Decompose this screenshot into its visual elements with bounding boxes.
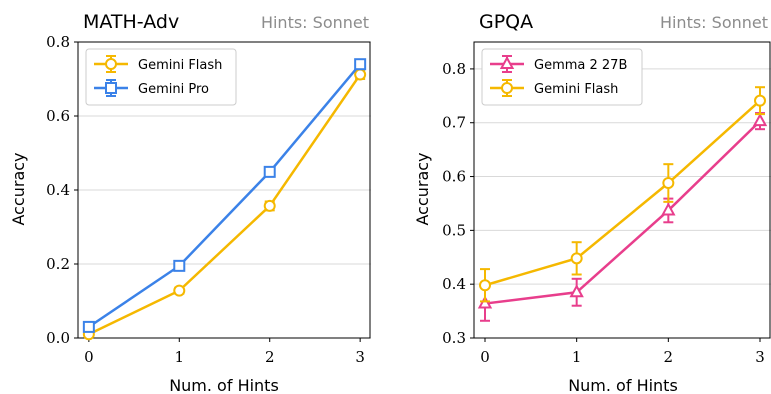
- chart-math-adv: MATH-Adv Hints: Sonnet Num. of Hints Acc…: [9, 11, 371, 394]
- data-point: [354, 58, 367, 71]
- legend-marker: [105, 58, 117, 70]
- legend-marker: [499, 55, 515, 69]
- legend: Gemma 2 27B Gemini Flash: [481, 48, 643, 106]
- y-tick-label: 0.6: [442, 168, 466, 186]
- data-point: [173, 284, 186, 297]
- x-tick-label: 2: [664, 348, 674, 366]
- series-gemini-pro: [82, 58, 367, 333]
- y-tick-label: 0.8: [46, 33, 70, 51]
- y-tick-label: 0.7: [442, 114, 466, 132]
- y-tick-label: 0.4: [442, 275, 466, 293]
- data-point: [82, 320, 95, 333]
- chart-subtitle: Hints: Sonnet: [261, 13, 369, 32]
- x-tick-label: 0: [480, 348, 490, 366]
- legend-label: Gemma 2 27B: [534, 58, 627, 73]
- chart-title: GPQA: [479, 11, 533, 33]
- x-tick-label: 3: [755, 348, 765, 366]
- data-point: [477, 295, 493, 309]
- data-point: [570, 252, 583, 265]
- legend-entry: Gemma 2 27B: [490, 55, 627, 73]
- x-tick-label: 1: [175, 348, 185, 366]
- series-gemini-flash: [479, 86, 766, 303]
- y-tick-label: 0.2: [46, 255, 70, 273]
- chart-gpqa: GPQA Hints: Sonnet Num. of Hints Accurac…: [413, 11, 771, 394]
- series-gemma-2-27b: [477, 112, 768, 322]
- legend-marker: [501, 82, 513, 94]
- data-point: [752, 113, 768, 127]
- x-tick-label: 2: [265, 348, 275, 366]
- x-axis-label: Num. of Hints: [568, 376, 678, 394]
- y-axis-label: Accuracy: [9, 152, 28, 225]
- x-tick-label: 1: [572, 348, 582, 366]
- x-tick-label: 0: [84, 348, 94, 366]
- legend-entry: Gemini Flash: [94, 55, 222, 73]
- y-axis-label: Accuracy: [413, 152, 432, 225]
- data-point: [263, 165, 276, 178]
- y-tick-label: 0.4: [46, 181, 70, 199]
- data-point: [569, 284, 584, 298]
- data-point: [662, 177, 675, 190]
- series-line: [88, 73, 362, 336]
- legend-entry: Gemini Pro: [94, 79, 209, 97]
- series-line: [88, 63, 362, 328]
- y-tick-label: 0.6: [46, 107, 70, 125]
- x-axis-label: Num. of Hints: [169, 376, 279, 394]
- legend-label: Gemini Flash: [138, 58, 222, 73]
- data-point: [754, 94, 766, 107]
- plot-frame: [473, 41, 771, 339]
- data-point: [661, 202, 676, 216]
- series-line: [484, 99, 761, 287]
- x-tick-label: 3: [355, 348, 365, 366]
- y-tick-label: 0.3: [442, 329, 466, 347]
- legend-entry: Gemini Flash: [490, 79, 618, 97]
- legend: Gemini Flash Gemini Pro: [85, 48, 237, 106]
- series-line: [484, 120, 761, 305]
- data-point: [479, 279, 491, 292]
- legend-label: Gemini Pro: [138, 82, 209, 97]
- legend-marker: [105, 82, 117, 94]
- chart-title: MATH-Adv: [83, 11, 179, 33]
- chart-subtitle: Hints: Sonnet: [660, 13, 768, 32]
- data-point: [173, 259, 186, 272]
- y-tick-label: 0.0: [46, 329, 70, 347]
- data-point: [354, 68, 367, 81]
- y-tick-label: 0.5: [442, 221, 466, 239]
- data-point: [263, 199, 276, 212]
- legend-label: Gemini Flash: [534, 82, 618, 97]
- y-tick-label: 0.8: [442, 60, 466, 78]
- grid: [474, 68, 771, 339]
